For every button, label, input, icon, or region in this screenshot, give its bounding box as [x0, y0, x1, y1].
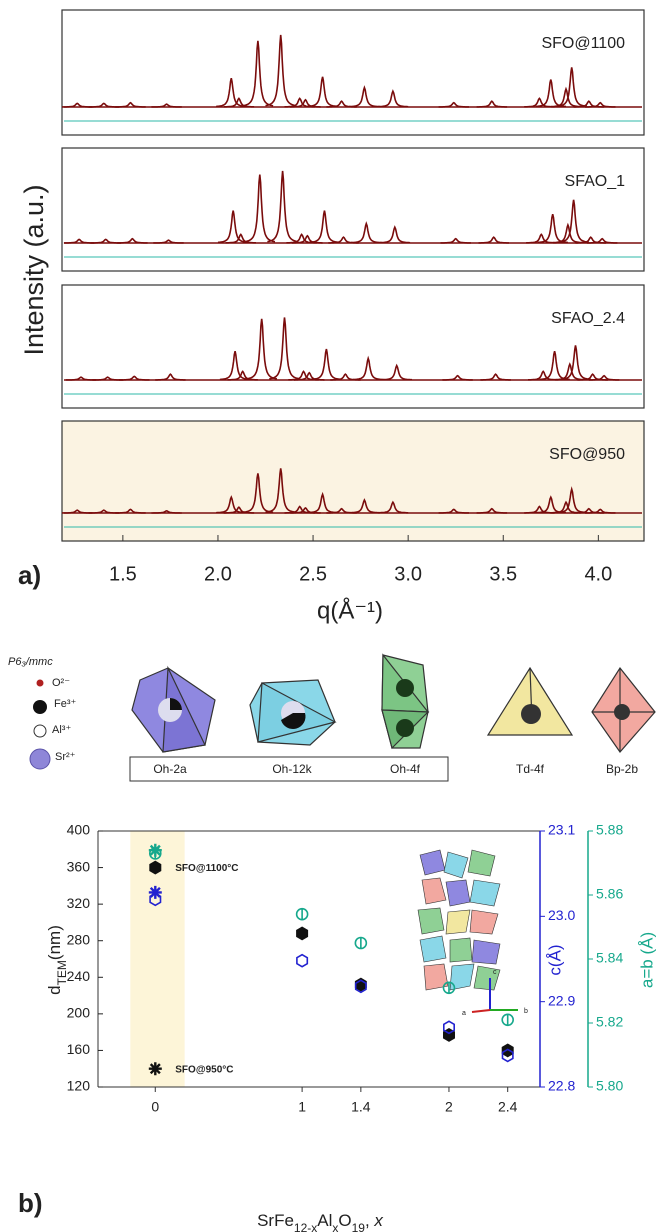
- page: {"chart_data": [ {"type": "peaks", "pane…: [0, 0, 662, 1232]
- legend-icon: [30, 749, 50, 769]
- space-group: P6₃/mmc: [8, 656, 53, 668]
- y-tick-label: 5.84: [596, 950, 623, 966]
- legend-icon: [33, 700, 47, 714]
- x-tick-label: 1: [298, 1099, 306, 1115]
- panel-letter: a): [18, 560, 41, 590]
- inset-axis-label: c: [493, 969, 497, 976]
- x-axis-label: SrFe12-xAlxO19, x: [257, 1211, 383, 1232]
- y-tick-label: 23.0: [548, 907, 575, 923]
- x-tick-label: 3.0: [394, 563, 422, 585]
- y-tick-label: 320: [67, 895, 91, 911]
- y-axis-label-part: TEM: [55, 960, 69, 985]
- marker: [149, 844, 162, 857]
- marker: [502, 1014, 513, 1025]
- x-axis-label-part: SrFe: [257, 1211, 294, 1230]
- panel-label: SFO@1100: [541, 35, 625, 52]
- x-axis-label-part: ,: [365, 1211, 374, 1230]
- inset-axis-label: b: [524, 1008, 528, 1015]
- y-tick-label: 200: [67, 1005, 91, 1021]
- legend-icon: [37, 680, 44, 687]
- panel-frame: [62, 285, 644, 408]
- y-tick-label: 22.9: [548, 992, 575, 1008]
- polyhedron: [488, 668, 572, 735]
- x-axis-label: q(Å⁻¹): [317, 596, 383, 624]
- marker: [149, 1062, 162, 1075]
- panel-letter: b): [18, 1188, 43, 1218]
- figure: P6₃/mmc O²⁻ Fe³⁺ Al³⁺ Sr²⁺: [0, 0, 662, 1232]
- panel-frame: [62, 421, 644, 541]
- y-tick-label: 5.88: [596, 822, 623, 838]
- y-tick-label: 160: [67, 1041, 91, 1057]
- x-axis-label-part: Al: [317, 1211, 332, 1230]
- annotation: SFO@950°C: [175, 1064, 233, 1075]
- site-label: Oh-2a: [153, 762, 187, 776]
- x-axis-label-part: 12-x: [294, 1221, 317, 1232]
- y-axis-label-part: d: [45, 985, 64, 994]
- panel-frame: [62, 10, 644, 135]
- x-axis-label-part: 19: [352, 1221, 366, 1232]
- panel-label: SFO@950: [549, 446, 625, 463]
- marker: [150, 862, 160, 874]
- legend-label: Al³⁺: [52, 724, 71, 736]
- x-tick-label: 0: [151, 1099, 159, 1115]
- y-tick-label: 360: [67, 858, 91, 874]
- x-tick-label: 2.0: [204, 563, 232, 585]
- y-tick-label: 280: [67, 931, 91, 947]
- marker: [297, 927, 307, 939]
- polyhedron: [592, 668, 655, 752]
- annotation: SFO@1100°C: [175, 863, 238, 874]
- marker: [297, 909, 308, 920]
- y2-axis-label: c(Å): [545, 944, 564, 975]
- marker: [355, 938, 366, 949]
- x-tick-label: 2.5: [299, 563, 327, 585]
- legend-label: Fe³⁺: [54, 698, 77, 710]
- y-axis-label: dTEM(nm): [45, 925, 69, 995]
- y-tick-label: 5.82: [596, 1014, 623, 1030]
- x-tick-label: 1.4: [351, 1099, 371, 1115]
- x-axis-label-part: O: [338, 1211, 351, 1230]
- structure-panel: P6₃/mmc O²⁻ Fe³⁺ Al³⁺ Sr²⁺: [8, 655, 655, 781]
- inset-axis-label: a: [462, 1010, 466, 1017]
- marker: [503, 1044, 513, 1056]
- site-label: Oh-4f: [390, 762, 421, 776]
- legend-label: O²⁻: [52, 677, 70, 689]
- polyhedron: [382, 655, 428, 748]
- x-tick-label: 3.5: [489, 563, 517, 585]
- y-tick-label: 5.80: [596, 1078, 623, 1094]
- site-label: Oh-12k: [272, 762, 312, 776]
- y-tick-label: 120: [67, 1078, 91, 1094]
- x-tick-label: 4.0: [584, 563, 612, 585]
- legend-icon: [34, 725, 46, 737]
- y-tick-label: 22.8: [548, 1078, 575, 1094]
- marker: [149, 886, 162, 899]
- legend-label: Sr²⁺: [55, 751, 76, 763]
- x-tick-label: 2: [445, 1099, 453, 1115]
- x-axis-label-part: x: [373, 1211, 383, 1230]
- x-tick-label: 1.5: [109, 563, 137, 585]
- x-tick-label: 2.4: [498, 1099, 518, 1115]
- panel-label: SFAO_1: [565, 173, 626, 190]
- y-axis-label-part: (nm): [45, 925, 64, 960]
- marker: [297, 955, 307, 967]
- polyhedron: [132, 668, 215, 752]
- y3-axis-label: a=b (Å): [637, 932, 656, 988]
- y-tick-label: 400: [67, 822, 91, 838]
- polyhedron: [250, 680, 335, 745]
- panel-label: SFAO_2.4: [551, 310, 625, 327]
- inset-crystal: [418, 850, 518, 1012]
- y-tick-label: 23.1: [548, 822, 575, 838]
- y-axis-label: Intensity (a.u.): [19, 184, 49, 355]
- y-tick-label: 240: [67, 968, 91, 984]
- y-tick-label: 5.86: [596, 886, 623, 902]
- site-label: Td-4f: [516, 762, 545, 776]
- panel-frame: [62, 148, 644, 271]
- site-label: Bp-2b: [606, 762, 638, 776]
